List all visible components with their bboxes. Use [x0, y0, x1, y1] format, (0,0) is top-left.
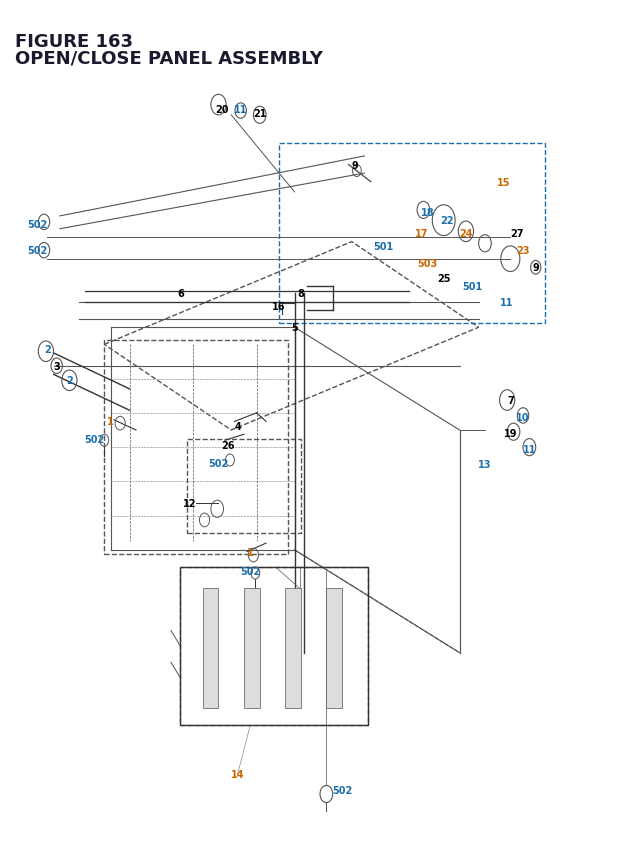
Text: 11: 11: [523, 444, 536, 455]
Text: 15: 15: [497, 177, 511, 188]
Text: 21: 21: [253, 109, 266, 119]
Bar: [180, 567, 367, 726]
Bar: [326, 589, 342, 709]
Text: 9: 9: [351, 160, 358, 170]
Text: 20: 20: [215, 105, 228, 115]
Text: 502: 502: [84, 434, 105, 444]
Text: 501: 501: [462, 282, 483, 292]
Text: 502: 502: [332, 784, 353, 795]
Text: 6: 6: [177, 288, 184, 299]
Text: 12: 12: [183, 499, 196, 508]
Text: 18: 18: [421, 208, 435, 217]
Text: 2: 2: [66, 376, 73, 386]
Text: 1: 1: [108, 417, 114, 427]
Text: 14: 14: [231, 770, 244, 779]
Text: 22: 22: [440, 216, 454, 226]
Bar: [203, 589, 218, 709]
Text: 2: 2: [44, 344, 51, 354]
Text: 23: 23: [516, 246, 530, 256]
Text: 8: 8: [298, 288, 305, 299]
Text: 11: 11: [234, 105, 248, 115]
Text: 13: 13: [478, 460, 492, 470]
Text: 502: 502: [209, 458, 228, 468]
Text: 27: 27: [510, 229, 524, 238]
Text: 503: 503: [418, 258, 438, 269]
Text: OPEN/CLOSE PANEL ASSEMBLY: OPEN/CLOSE PANEL ASSEMBLY: [15, 50, 323, 68]
Text: 502: 502: [28, 220, 48, 230]
Text: 502: 502: [28, 246, 48, 256]
Bar: [244, 589, 260, 709]
Text: FIGURE 163: FIGURE 163: [15, 33, 134, 51]
Text: 502: 502: [240, 567, 260, 577]
Text: 24: 24: [459, 229, 473, 238]
Bar: [285, 589, 301, 709]
Text: 25: 25: [437, 273, 451, 283]
Text: 17: 17: [415, 229, 428, 238]
Text: 5: 5: [291, 323, 298, 333]
Text: 1: 1: [247, 548, 253, 558]
Text: 26: 26: [221, 440, 235, 450]
Text: 11: 11: [500, 297, 514, 307]
Text: 4: 4: [234, 421, 241, 431]
Text: 19: 19: [504, 428, 517, 438]
Text: 16: 16: [272, 301, 285, 312]
Text: 7: 7: [507, 395, 514, 406]
Text: 10: 10: [516, 412, 530, 423]
Text: 3: 3: [53, 362, 60, 371]
Text: 9: 9: [532, 263, 539, 273]
Text: 501: 501: [373, 242, 394, 251]
